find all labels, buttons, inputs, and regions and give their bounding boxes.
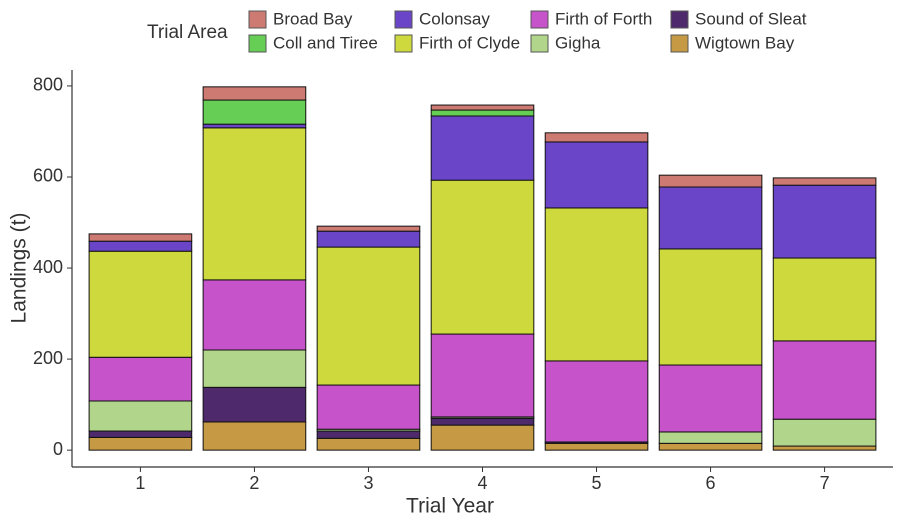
bar-segment	[88, 436, 193, 451]
bar-segment	[658, 174, 763, 188]
bar-segment	[772, 445, 877, 451]
x-tick-label: 1	[135, 473, 145, 493]
legend-label: Coll and Tiree	[273, 33, 378, 52]
bar-segment	[430, 179, 535, 335]
legend-swatch	[530, 10, 549, 29]
bar-segment	[316, 384, 421, 430]
legend-label: Sound of Sleat	[695, 9, 807, 28]
bar-segment	[544, 360, 649, 443]
x-tick-label: 4	[477, 473, 487, 493]
legend-label: Wigtown Bay	[695, 33, 795, 52]
bar-segment	[430, 417, 535, 426]
bar-segment	[202, 99, 307, 125]
bar-segment	[202, 127, 307, 281]
legend-label: Gigha	[555, 33, 601, 52]
legend-label: Firth of Clyde	[419, 33, 520, 52]
bar-segment	[544, 141, 649, 209]
legend-swatch	[670, 34, 689, 53]
bar-segment	[202, 86, 307, 101]
y-tick-label: 200	[33, 348, 63, 368]
x-tick-label: 3	[363, 473, 373, 493]
bar-segment	[88, 356, 193, 402]
bar-segment	[430, 109, 535, 117]
legend-label: Firth of Forth	[555, 9, 652, 28]
y-tick-label: 800	[33, 75, 63, 95]
legend-swatch	[670, 10, 689, 29]
bar-segment	[316, 225, 421, 232]
bar-segment	[658, 248, 763, 366]
bar-segment	[202, 123, 307, 129]
y-axis-title: Landings (t)	[8, 213, 31, 324]
legend-swatch	[248, 10, 267, 29]
bar-segment	[772, 257, 877, 342]
bar-segment	[202, 421, 307, 451]
bar-segment	[544, 207, 649, 362]
y-tick-label: 400	[33, 257, 63, 277]
bar-segment	[88, 233, 193, 242]
bar-segment	[658, 364, 763, 433]
y-tick-label: 0	[53, 439, 63, 459]
bar-segment	[202, 349, 307, 388]
x-tick-label: 5	[592, 473, 602, 493]
bar-segment	[544, 442, 649, 451]
bar-segment	[544, 132, 649, 143]
legend-swatch	[394, 10, 413, 29]
bar-segment	[316, 230, 421, 248]
x-axis-title: Trial Year	[406, 495, 494, 518]
bar-segment	[316, 246, 421, 386]
bar-segment	[430, 115, 535, 181]
legend-swatch	[530, 34, 549, 53]
legend-swatch	[248, 34, 267, 53]
bar-segment	[430, 104, 535, 111]
x-tick-label: 6	[706, 473, 716, 493]
bar-segment	[88, 250, 193, 358]
bar-segment	[430, 333, 535, 418]
bar-segment	[772, 340, 877, 420]
bar-segment	[88, 430, 193, 438]
bar-segment	[772, 184, 877, 259]
bar-segment	[658, 431, 763, 444]
bar-segment	[430, 424, 535, 451]
legend-swatch	[394, 34, 413, 53]
x-tick-label: 7	[820, 473, 830, 493]
bar-segment	[316, 437, 421, 451]
bar-segment	[202, 386, 307, 423]
y-tick-label: 600	[33, 166, 63, 186]
bar-segment	[772, 177, 877, 186]
bar-segment	[202, 279, 307, 351]
bar-segment	[658, 186, 763, 250]
bar-segment	[316, 430, 421, 439]
bar-segment	[88, 240, 193, 252]
legend-title: Trial Area	[147, 22, 228, 43]
bar-segment	[772, 418, 877, 447]
legend-label: Broad Bay	[273, 9, 353, 28]
legend-label: Colonsay	[419, 9, 490, 28]
bar-segment	[88, 400, 193, 432]
bar-segment	[658, 442, 763, 451]
x-tick-label: 2	[249, 473, 259, 493]
